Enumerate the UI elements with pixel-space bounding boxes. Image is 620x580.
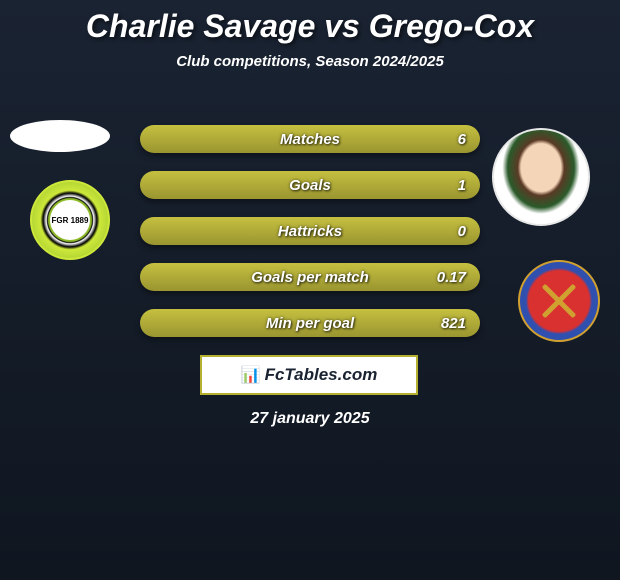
stat-row-matches: Matches 6 <box>140 125 480 153</box>
stat-row-goals-per-match: Goals per match 0.17 <box>140 263 480 291</box>
stat-row-min-per-goal: Min per goal 821 <box>140 309 480 337</box>
stat-row-goals: Goals 1 <box>140 171 480 199</box>
brand-text: FcTables.com <box>265 365 378 385</box>
club-left-badge-text: FGR 1889 <box>50 200 90 240</box>
stat-label: Matches <box>280 131 340 148</box>
subtitle: Club competitions, Season 2024/2025 <box>0 53 620 70</box>
stat-label: Goals per match <box>251 269 369 286</box>
chart-icon: 📊 <box>241 365 261 385</box>
page-title: Charlie Savage vs Grego-Cox <box>0 0 620 45</box>
stat-value-right: 0.17 <box>437 269 466 286</box>
club-right-badge <box>518 260 600 342</box>
stats-container: Matches 6 Goals 1 Hattricks 0 Goals per … <box>140 125 480 355</box>
stat-row-hattricks: Hattricks 0 <box>140 217 480 245</box>
stat-label: Min per goal <box>266 315 354 332</box>
brand-watermark[interactable]: 📊 FcTables.com <box>200 355 418 395</box>
stat-value-right: 1 <box>458 177 466 194</box>
player-right-avatar <box>492 128 590 226</box>
stat-value-right: 0 <box>458 223 466 240</box>
club-left-badge: FGR 1889 <box>30 180 110 260</box>
stat-value-right: 6 <box>458 131 466 148</box>
stat-label: Hattricks <box>278 223 342 240</box>
date-label: 27 january 2025 <box>0 410 620 428</box>
club-right-badge-icon <box>534 276 584 326</box>
player-left-avatar <box>10 120 110 152</box>
stat-value-right: 821 <box>441 315 466 332</box>
stat-label: Goals <box>289 177 331 194</box>
